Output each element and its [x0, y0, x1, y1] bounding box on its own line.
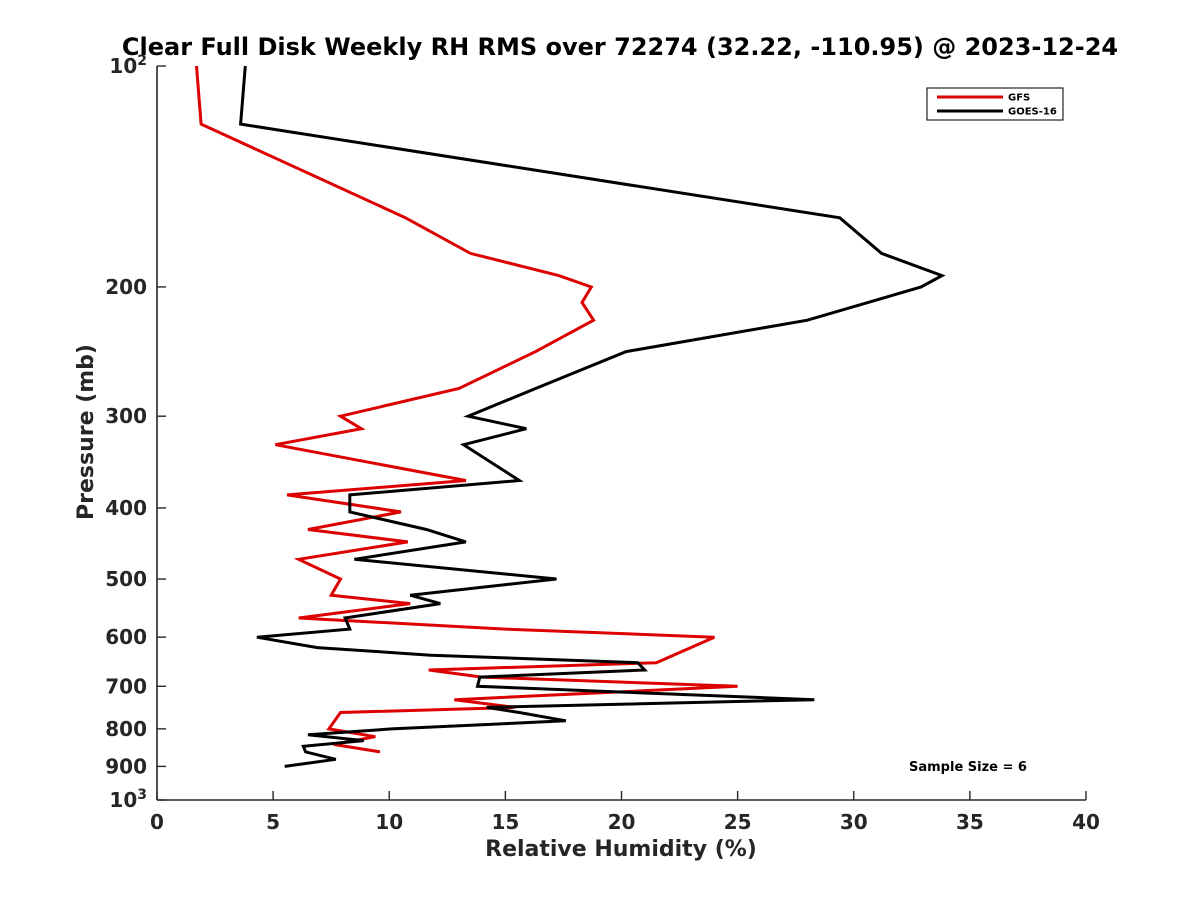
- x-tick-label: 40: [1072, 810, 1100, 834]
- y-tick-label: 300: [105, 404, 147, 428]
- y-tick-label: 400: [105, 496, 147, 520]
- y-tick-label: 900: [105, 754, 147, 778]
- y-tick-label: 103: [109, 787, 147, 812]
- x-tick-label: 10: [375, 810, 403, 834]
- y-tick-label: 700: [105, 674, 147, 698]
- x-tick-label: 30: [840, 810, 868, 834]
- x-tick-label: 0: [150, 810, 164, 834]
- legend-label-goes-16: GOES-16: [1008, 107, 1057, 118]
- series-layer: [195, 65, 946, 768]
- x-tick-label: 25: [724, 810, 752, 834]
- sample-size-annotation: Sample Size = 6: [909, 760, 1027, 775]
- y-tick-label: 600: [105, 625, 147, 649]
- legend-label-gfs: GFS: [1008, 93, 1030, 104]
- x-tick-label: 35: [956, 810, 984, 834]
- y-tick-label: 500: [105, 567, 147, 591]
- y-tick-label: 102: [109, 53, 147, 78]
- x-axis-title: Relative Humidity (%): [485, 837, 757, 862]
- y-tick-label: 800: [105, 717, 147, 741]
- x-tick-label: 5: [266, 810, 280, 834]
- series-line-goes-16: [238, 65, 946, 768]
- legend: GFS GOES-16: [926, 87, 1064, 121]
- x-tick-label: 20: [608, 810, 636, 834]
- series-line-gfs: [195, 65, 738, 754]
- y-tick-label: 200: [105, 275, 147, 299]
- legend-box: [926, 87, 1064, 121]
- axes: 0 5 10 15 20 25 30 35 40 102 200 300 400 500 600 700 800…: [105, 53, 1100, 834]
- x-tick-label: 15: [491, 810, 519, 834]
- y-axis-title: Pressure (mb): [74, 344, 99, 520]
- chart-title: Clear Full Disk Weekly RH RMS over 72274…: [122, 33, 1118, 61]
